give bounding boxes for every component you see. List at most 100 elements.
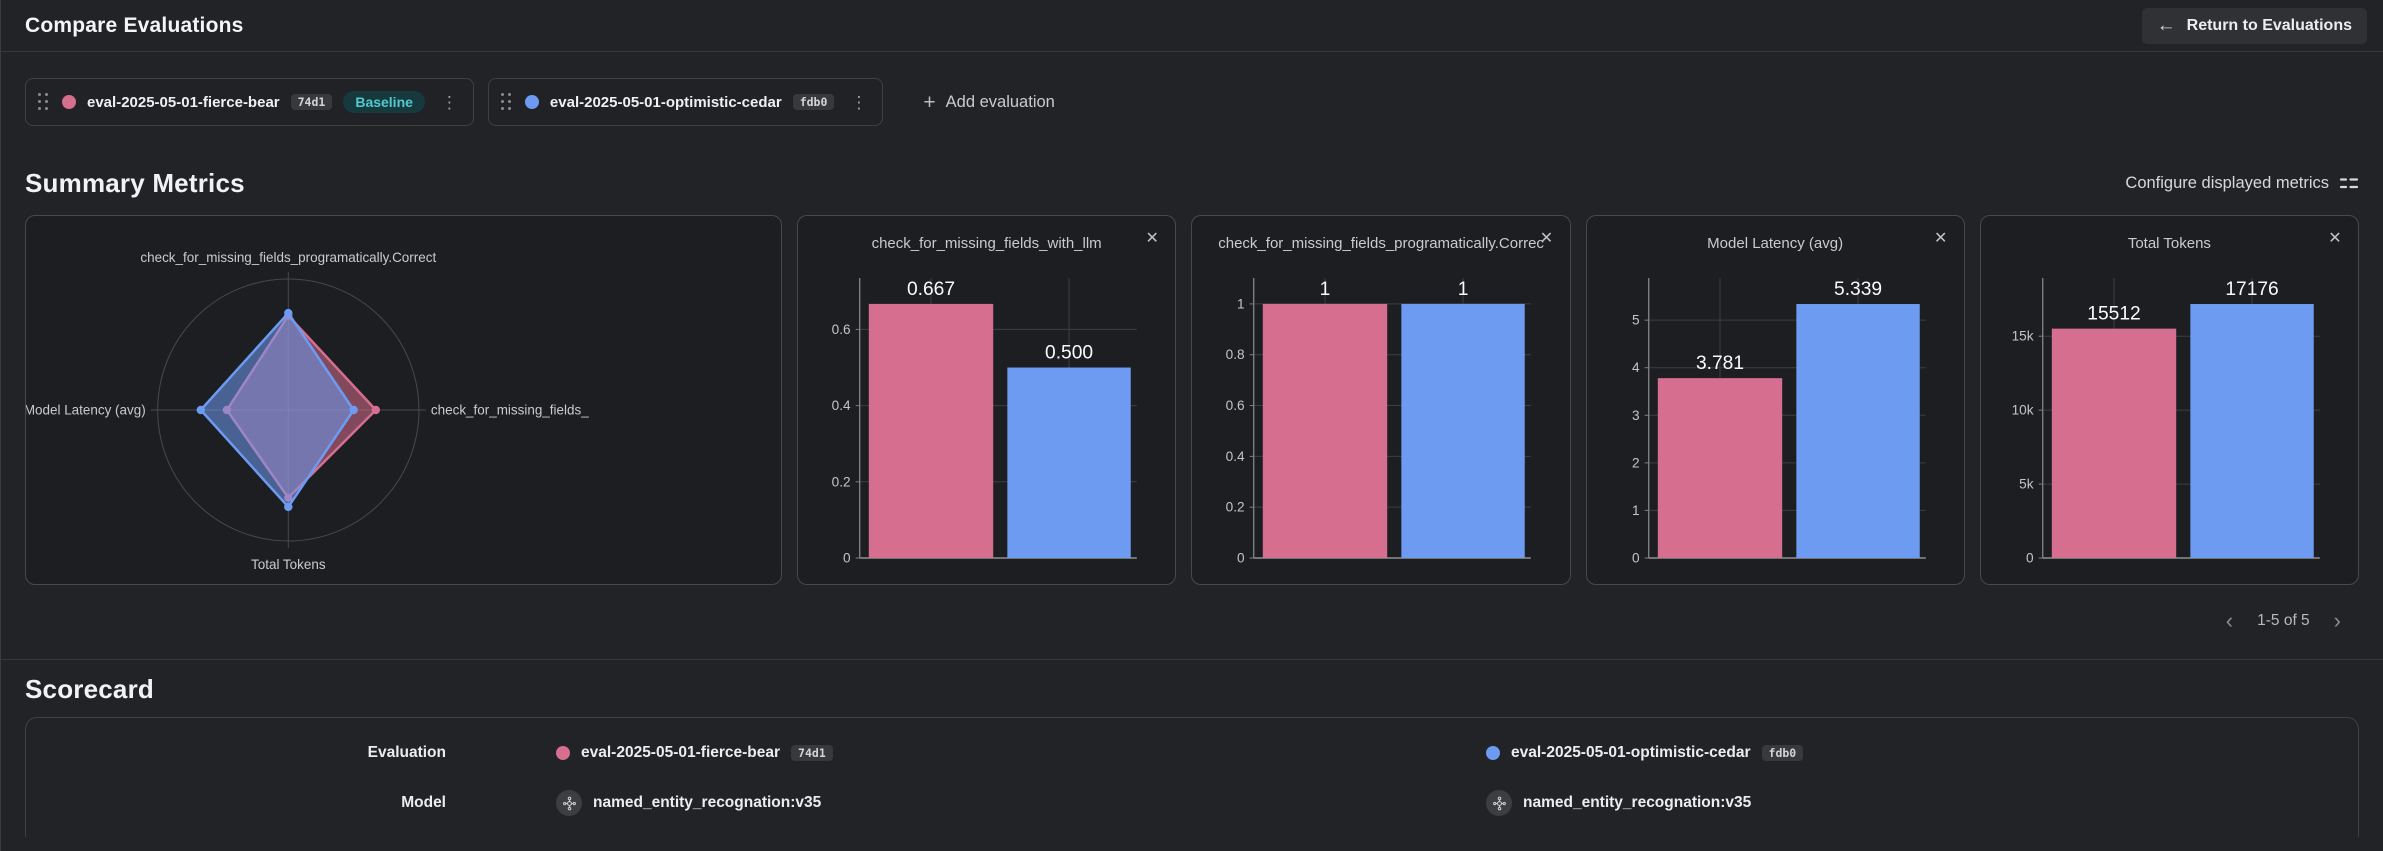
return-to-evaluations-button[interactable]: ← Return to Evaluations	[2141, 7, 2367, 44]
add-evaluation-button[interactable]: + Add evaluation	[913, 86, 1064, 119]
kebab-menu-icon[interactable]: ⋮	[436, 92, 463, 113]
y-tick-label: 0	[1237, 551, 1245, 566]
eval-hash-badge: 74d1	[290, 93, 333, 111]
radar-vertex-dot	[196, 405, 205, 415]
section-divider	[1, 659, 2383, 660]
y-tick-label: 0.6	[1226, 398, 1245, 413]
eval-color-dot-pink	[62, 95, 76, 109]
y-tick-label: 0.8	[1226, 347, 1245, 362]
eval-name: eval-2025-05-01-optimistic-cedar	[549, 93, 782, 111]
evaluation-chip-compare[interactable]: eval-2025-05-01-optimistic-cedar fdb0 ⋮	[487, 78, 884, 126]
chart-title: Model Latency (avg)	[1707, 235, 1844, 252]
add-evaluation-label: Add evaluation	[945, 92, 1055, 111]
radar-axis-label: Model Latency (avg)	[26, 402, 146, 417]
bar-chart: 0 1 2 3 4 5 3.781 5.339	[1632, 278, 1926, 566]
plus-icon: +	[923, 90, 936, 114]
configure-label: Configure displayed metrics	[2125, 174, 2329, 192]
top-bar: Compare Evaluations ← Return to Evaluati…	[1, 0, 2383, 52]
summary-metrics-cards: check_for_missing_fields_programatically…	[25, 215, 2359, 585]
page-title: Compare Evaluations	[25, 13, 244, 37]
bar-value-label: 1	[1458, 279, 1469, 300]
close-icon[interactable]: ✕	[1139, 226, 1165, 252]
scorecard-row-evaluation: Evaluation eval-2025-05-01-fierce-bear 7…	[26, 728, 2358, 778]
bar-pink	[2051, 328, 2176, 558]
back-arrow-icon: ←	[2156, 15, 2176, 36]
scorecard-eval-compare: eval-2025-05-01-optimistic-cedar fdb0	[1444, 744, 2358, 762]
bar-value-label: 0.500	[1045, 343, 1093, 364]
summary-metrics-title: Summary Metrics	[25, 168, 245, 198]
y-tick-label: 4	[1632, 360, 1640, 375]
eval-name-link[interactable]: eval-2025-05-01-fierce-bear	[581, 744, 781, 761]
close-icon[interactable]: ✕	[2322, 226, 2348, 252]
eval-hash-badge: fdb0	[792, 93, 835, 111]
scorecard-model-baseline: named_entity_recognation:v35	[514, 790, 1444, 816]
y-tick-label: 0.4	[1226, 449, 1245, 464]
radar-axis-label: check_for_missing_fields_programatically…	[140, 250, 436, 265]
chevron-left-icon[interactable]: ‹	[2222, 610, 2237, 632]
bar-value-label: 0.667	[907, 279, 955, 300]
radar-vertex-dot	[284, 502, 293, 512]
chevron-right-icon[interactable]: ›	[2330, 610, 2345, 632]
eval-name: eval-2025-05-01-fierce-bear	[87, 93, 280, 111]
eval-name-link[interactable]: eval-2025-05-01-optimistic-cedar	[1511, 744, 1751, 761]
y-tick-label: 0.2	[832, 474, 851, 489]
y-tick-label: 5	[1632, 313, 1640, 328]
radar-chart-card: check_for_missing_fields_programatically…	[25, 215, 782, 585]
radar-vertex-dot	[284, 308, 293, 318]
radar-vertex-dot	[371, 405, 381, 415]
scorecard-row-model: Model named_entity_recognation:v35	[26, 778, 2358, 828]
bar-chart-card: Total Tokens ✕ 0 5k 10k 15k 15512 17176	[1979, 215, 2359, 585]
bar-chart-card: check_for_missing_fields_programatically…	[1191, 215, 1571, 585]
bar-value-label: 3.781	[1695, 353, 1743, 374]
baseline-badge: Baseline	[343, 91, 425, 113]
bar-chart-card: check_for_missing_fields_with_llm ✕ 0 0.2…	[797, 215, 1177, 585]
close-icon[interactable]: ✕	[1928, 226, 1954, 252]
eval-hash-badge: fdb0	[1761, 744, 1804, 762]
kebab-menu-icon[interactable]: ⋮	[845, 92, 872, 113]
chart-title: Total Tokens	[2127, 235, 2211, 252]
drag-handle-icon[interactable]	[36, 91, 51, 113]
y-tick-label: 10k	[2011, 403, 2033, 418]
radar-polygon-blue	[199, 311, 355, 509]
chart-title: check_for_missing_fields_with_llm	[871, 235, 1102, 252]
chart-title: check_for_missing_fields_programatically…	[1218, 235, 1544, 252]
bar-value-label: 17176	[2225, 279, 2278, 300]
model-name-link[interactable]: named_entity_recognation:v35	[593, 794, 822, 811]
evaluation-chip-baseline[interactable]: eval-2025-05-01-fierce-bear 74d1 Baselin…	[25, 78, 474, 126]
bar-blue	[1795, 304, 1920, 558]
bar-chart-card: Model Latency (avg) ✕ 0 1 2 3 4 5 3.781 5.339	[1585, 215, 1965, 585]
row-label: Model	[401, 794, 446, 811]
model-name-link[interactable]: named_entity_recognation:v35	[1523, 794, 1752, 811]
configure-displayed-metrics-button[interactable]: Configure displayed metrics	[2125, 174, 2359, 193]
y-tick-label: 0.4	[832, 398, 851, 413]
eval-hash-badge: 74d1	[791, 744, 833, 762]
row-label: Evaluation	[367, 744, 446, 761]
radar-chart: check_for_missing_fields_programatically…	[26, 250, 589, 572]
bar-value-label: 5.339	[1834, 279, 1882, 300]
pagination-range: 1-5 of 5	[2257, 612, 2310, 629]
y-tick-label: 0	[1632, 551, 1640, 566]
y-tick-label: 1	[1632, 503, 1640, 518]
y-tick-label: 0	[843, 551, 851, 566]
bar-value-label: 15512	[2087, 304, 2140, 325]
charts-pagination: ‹ 1-5 of 5 ›	[39, 605, 2345, 637]
scorecard-eval-baseline: eval-2025-05-01-fierce-bear 74d1	[514, 744, 1444, 762]
return-button-label: Return to Evaluations	[2186, 16, 2352, 34]
bar-chart: 0 5k 10k 15k 15512 17176	[2011, 278, 2320, 565]
bar-pink	[1263, 303, 1388, 558]
bar-blue	[1401, 303, 1525, 558]
model-icon	[1486, 790, 1512, 816]
drag-handle-icon[interactable]	[499, 91, 514, 113]
y-tick-label: 1	[1237, 296, 1245, 311]
close-icon[interactable]: ✕	[1534, 226, 1560, 252]
configure-metrics-icon	[2339, 178, 2359, 189]
y-tick-label: 5k	[2019, 477, 2034, 492]
eval-color-dot-pink	[556, 746, 570, 760]
bar-value-label: 1	[1320, 279, 1331, 300]
eval-color-dot-blue	[524, 95, 539, 109]
y-tick-label: 3	[1632, 408, 1640, 423]
scorecard-model-compare: named_entity_recognation:v35	[1444, 790, 2358, 816]
bar-chart: 0 0.2 0.4 0.6 0.667 0.500	[832, 278, 1137, 566]
bar-chart: 0 0.2 0.4 0.6 0.8 1 1 1	[1226, 278, 1532, 566]
